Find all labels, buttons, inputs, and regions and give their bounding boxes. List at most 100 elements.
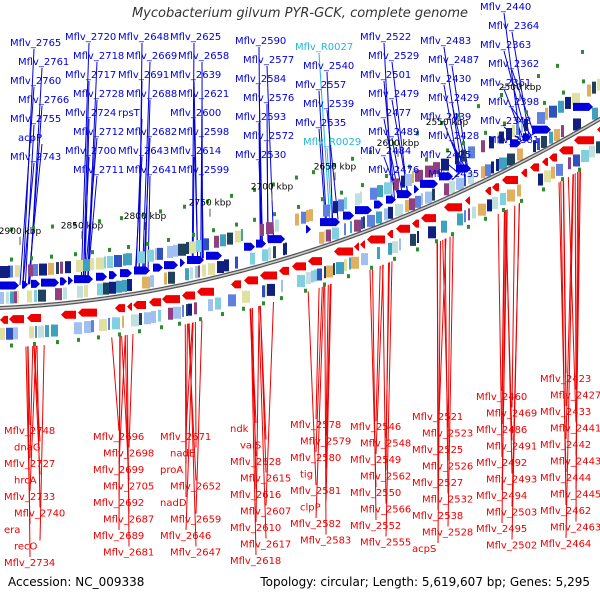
cog-block xyxy=(333,201,338,214)
bottom-gene-label: Mflv_2464 xyxy=(540,539,591,550)
cog-block xyxy=(29,326,34,339)
spacer-mark xyxy=(51,224,54,229)
top-gene-label: Mflv_2648 xyxy=(118,32,169,43)
bottom-gene-label: Mflv_2647 xyxy=(170,548,221,559)
cog-block xyxy=(556,163,563,176)
spacer-mark xyxy=(183,204,186,209)
forward-gene xyxy=(164,261,178,270)
spacer-mark xyxy=(393,256,396,261)
spacer-mark xyxy=(120,216,123,221)
top-gene-label: Mflv_2381 xyxy=(488,135,539,146)
spacer-mark xyxy=(98,219,101,224)
cog-block xyxy=(363,216,365,229)
top-gene-label: Mflv_2487 xyxy=(428,55,479,66)
cog-block xyxy=(214,235,219,248)
spacer-mark xyxy=(30,256,33,261)
cog-block xyxy=(589,145,595,158)
top-leader xyxy=(22,162,35,285)
reverse-gene xyxy=(61,310,76,319)
top-gene-label: Mflv_2584 xyxy=(235,74,286,85)
top-gene-label: Mflv_2435 xyxy=(428,169,479,180)
cog-block xyxy=(354,219,361,232)
bottom-leader xyxy=(562,179,567,407)
cog-block xyxy=(173,244,178,257)
cog-block xyxy=(487,199,492,212)
cog-block xyxy=(0,328,5,340)
cog-block xyxy=(108,317,110,330)
gene-tracks xyxy=(0,49,600,348)
spacer-mark xyxy=(167,237,170,242)
top-gene-label: Mflv_2755 xyxy=(10,114,61,125)
cog-block xyxy=(235,230,241,243)
bottom-leader xyxy=(29,345,37,492)
top-gene-label: Mflv_2476 xyxy=(368,165,419,176)
spacer-mark xyxy=(462,141,465,146)
genome-backbone xyxy=(0,116,600,311)
cog-block xyxy=(384,208,388,221)
cog-block xyxy=(516,122,519,135)
forward-gene xyxy=(439,172,453,181)
top-gene-label: Mflv_2641 xyxy=(126,165,177,176)
forward-gene xyxy=(343,211,354,220)
cog-block xyxy=(198,265,200,278)
bottom-leader xyxy=(188,323,197,547)
top-leader xyxy=(318,52,331,223)
cog-block xyxy=(412,171,414,184)
cog-block xyxy=(208,263,215,276)
bottom-gene-label: Mflv_2527 xyxy=(412,478,463,489)
cog-block xyxy=(558,100,564,113)
cog-block xyxy=(208,299,213,312)
cog-block xyxy=(35,325,37,338)
cog-block xyxy=(360,191,362,204)
top-gene-label: Mflv_2712 xyxy=(73,127,124,138)
cog-block xyxy=(457,213,463,226)
cog-block xyxy=(596,141,600,154)
cog-block xyxy=(351,256,359,269)
cog-block xyxy=(468,146,475,159)
top-leader xyxy=(503,88,524,140)
cog-block xyxy=(545,107,548,120)
cog-block xyxy=(224,259,229,272)
top-gene-label: Mflv_2743 xyxy=(10,152,61,163)
bottom-leader xyxy=(195,320,203,514)
bottom-gene-label: Mflv_2486 xyxy=(476,425,527,436)
cog-block xyxy=(6,291,9,304)
spacer-mark xyxy=(142,212,145,217)
cog-block xyxy=(319,231,324,244)
bottom-gene-label: Mflv_2548 xyxy=(360,439,411,450)
bottom-gene-label: Mflv_2550 xyxy=(350,488,401,499)
cog-block xyxy=(592,81,596,94)
forward-gene xyxy=(31,279,40,288)
cog-block xyxy=(173,306,181,319)
reverse-gene xyxy=(530,163,539,172)
backbone-inner xyxy=(0,118,600,309)
cog-block xyxy=(281,279,283,292)
bottom-leader xyxy=(118,335,126,465)
top-gene-label: Mflv_2429 xyxy=(428,93,479,104)
reverse-gene xyxy=(492,183,499,192)
spacer-mark xyxy=(537,74,540,79)
bottom-leader xyxy=(324,285,327,535)
cog-block xyxy=(496,158,499,171)
bottom-leader xyxy=(315,287,320,420)
top-gene-label: Mflv_2577 xyxy=(243,55,294,66)
spacer-mark xyxy=(542,187,545,192)
forward-gene xyxy=(532,125,551,134)
spacer-mark xyxy=(561,177,564,182)
cog-block xyxy=(142,276,150,289)
cog-block xyxy=(122,315,124,328)
cog-block xyxy=(499,131,504,144)
cog-block xyxy=(464,210,466,223)
bottom-leader xyxy=(255,306,260,523)
reverse-gene xyxy=(421,214,436,223)
cog-block xyxy=(55,288,62,301)
bottom-leader xyxy=(194,322,197,448)
track-cog-7 xyxy=(0,141,600,340)
spacer-mark xyxy=(10,343,13,348)
spacer-mark xyxy=(333,163,336,168)
cog-block xyxy=(521,120,523,133)
cog-block xyxy=(455,152,459,165)
spacer-mark xyxy=(502,208,505,213)
top-leader xyxy=(142,61,151,271)
cog-block xyxy=(464,174,466,187)
